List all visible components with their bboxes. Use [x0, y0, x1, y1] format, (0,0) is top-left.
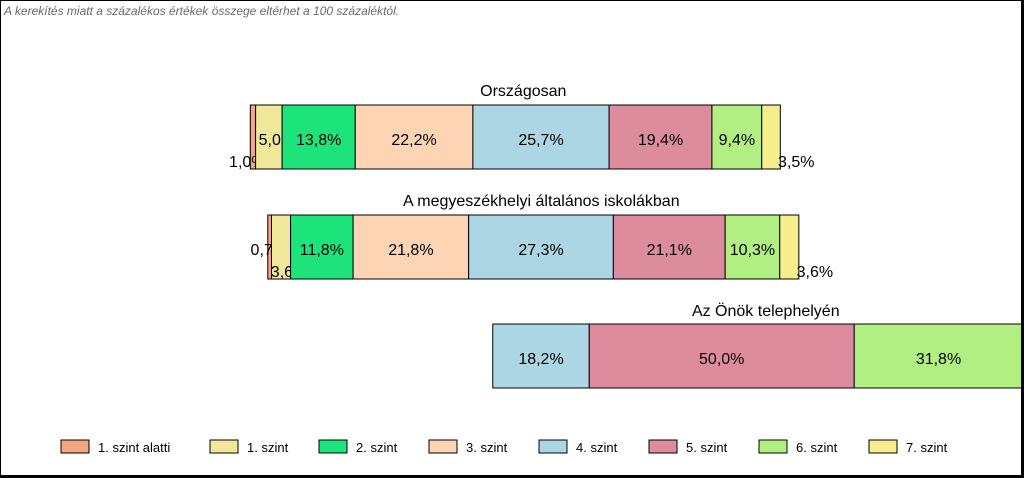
legend-label: 1. szint: [247, 440, 289, 455]
legend-swatch: [318, 439, 348, 454]
bar-segment: [724, 214, 781, 280]
segment-label: 18,2%: [518, 351, 563, 368]
legend-swatch: [538, 439, 568, 454]
bar-segment: [853, 323, 1021, 389]
legend-swatch: [648, 439, 678, 454]
bar-segment: [779, 214, 800, 280]
segment-label: 21,1%: [647, 242, 692, 259]
legend-label: 1. szint alatti: [98, 440, 170, 455]
segment-label: 9,4%: [719, 132, 755, 149]
legend-label: 7. szint: [906, 440, 948, 455]
segment-label: 11,8%: [300, 242, 344, 259]
segment-label: 31,8%: [916, 351, 961, 368]
legend-swatch: [209, 439, 239, 454]
legend-label: 4. szint: [576, 440, 618, 455]
bar-segment: [761, 104, 781, 170]
segment-label: 21,8%: [388, 242, 433, 259]
legend-label: 3. szint: [466, 440, 508, 455]
bar-segment: [352, 214, 470, 280]
legend-label: 5. szint: [686, 440, 728, 455]
bar-segment: [492, 323, 590, 389]
bar-segment: [711, 104, 763, 170]
legend-swatch: [428, 439, 458, 454]
bar-segment: [290, 214, 354, 280]
segment-label: 50,0%: [699, 351, 744, 368]
segment-label: 25,7%: [518, 132, 563, 149]
legend-label: 6. szint: [796, 440, 838, 455]
segment-label: 3,6%: [797, 264, 833, 281]
legend-label: 2. szint: [356, 440, 398, 455]
segment-label: 13,8%: [296, 132, 341, 149]
group-title: Országosan: [480, 83, 566, 100]
segment-label: 3,5%: [778, 154, 814, 171]
segment-label: 22,2%: [391, 132, 436, 149]
legend-swatch: [60, 439, 90, 454]
rounding-note: A kerekítés miatt a százalékos értékek ö…: [4, 4, 400, 18]
bar-segment: [281, 104, 356, 170]
legend-swatch: [758, 439, 788, 454]
bar-segment: [255, 104, 283, 170]
segment-label: 10,3%: [730, 242, 775, 259]
bar-segment: [354, 104, 474, 170]
bar-segment: [468, 214, 614, 280]
group-title: Az Önök telephelyén: [692, 302, 840, 320]
legend-swatch: [868, 439, 898, 454]
segment-label: 27,3%: [518, 242, 563, 259]
bar-segment: [472, 104, 610, 170]
bar-segment: [608, 104, 713, 170]
bar-segment: [588, 323, 855, 389]
segment-label: 19,4%: [638, 132, 683, 149]
group-title: A megyeszékhelyi általános iskolákban: [403, 193, 680, 210]
